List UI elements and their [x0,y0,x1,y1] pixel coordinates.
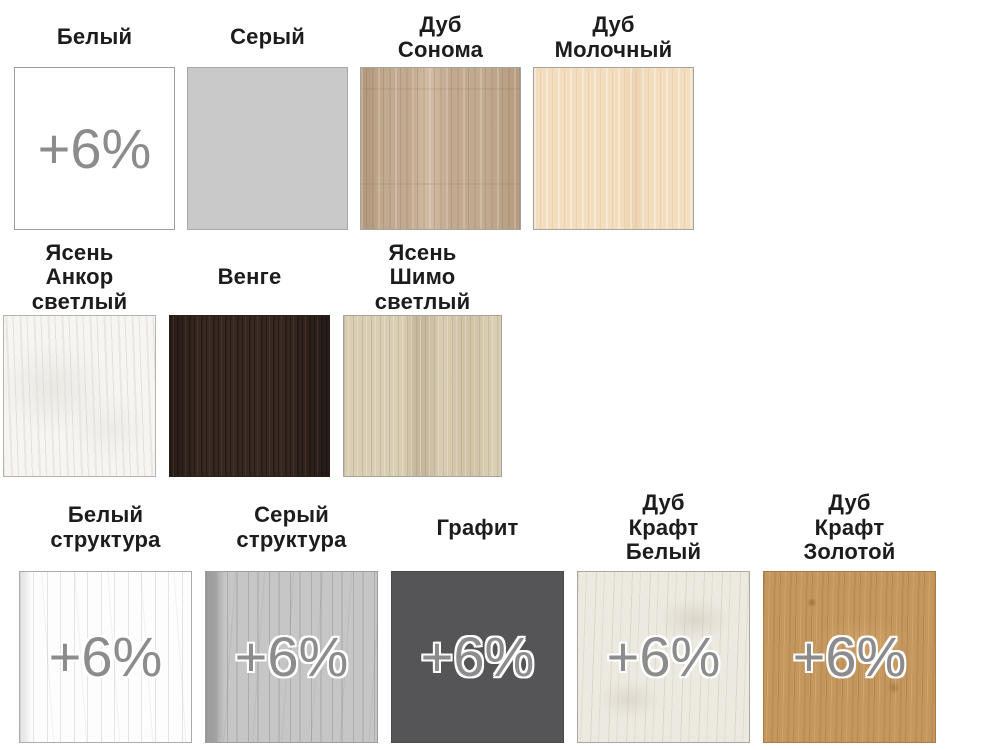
swatch-cell-gray-structure: Серый структура +6% [205,485,378,743]
swatch-label-gray-structure: Серый структура [236,502,347,552]
swatch-row-3: Белый структура +6% Серый структура +6% … [0,485,1000,743]
swatch-label-oak-kraft-gold: Дуб Крафт Золотой [803,490,896,565]
swatch-cell-ash-anchor-light: Ясень Анкор светлый [3,240,156,477]
swatch-oak-sonoma[interactable] [360,67,521,230]
swatch-label-ash-anchor-light: Ясень Анкор светлый [31,239,128,314]
swatch-cell-oak-kraft-white: Дуб Крафт Белый +6% [577,485,750,743]
surcharge-badge: +6% [234,625,349,688]
swatch-row-1: Белый +6% Серый Дуб Сонома Дуб Молочный [0,0,1000,230]
swatch-cell-wenge: Венге [169,240,330,477]
swatch-row-2: Ясень Анкор светлый Венге Ясень Шимо све… [0,240,1000,477]
swatch-label-white-structure: Белый структура [50,502,161,552]
swatch-cell-ash-shimo-light: Ясень Шимо светлый [343,240,502,477]
swatch-wenge[interactable] [169,315,330,477]
swatch-cell-gray: Серый [187,8,348,230]
swatch-label-gray: Серый [230,24,305,50]
swatch-label-wenge: Венге [217,264,282,290]
swatch-label-white: Белый [56,24,133,50]
swatch-label-graphite: Графит [436,514,519,540]
swatch-cell-white-structure: Белый структура +6% [19,485,192,743]
swatch-cell-oak-sonoma: Дуб Сонома [360,8,521,230]
swatch-ash-anchor-light[interactable] [3,315,156,477]
swatch-label-oak-milk: Дуб Молочный [554,11,673,62]
swatch-label-ash-shimo-light: Ясень Шимо светлый [374,239,471,314]
swatch-label-oak-sonoma: Дуб Сонома [397,11,484,62]
swatch-gray-structure[interactable]: +6% [205,571,378,743]
surcharge-badge: +6% [48,625,163,688]
swatch-white-structure[interactable]: +6% [19,571,192,743]
swatch-oak-kraft-white[interactable]: +6% [577,571,750,743]
swatch-white[interactable]: +6% [14,67,175,230]
surcharge-badge: +6% [420,625,535,688]
swatch-label-oak-kraft-white: Дуб Крафт Белый [625,490,702,565]
swatch-cell-white: Белый +6% [14,8,175,230]
swatch-oak-kraft-gold[interactable]: +6% [763,571,936,743]
surcharge-badge: +6% [37,116,152,180]
swatch-ash-shimo-light[interactable] [343,315,502,477]
swatch-cell-oak-kraft-gold: Дуб Крафт Золотой +6% [763,485,936,743]
swatch-gray[interactable] [187,67,348,230]
swatch-cell-graphite: Графит +6% [391,485,564,743]
surcharge-badge: +6% [792,625,907,688]
swatch-graphite[interactable]: +6% [391,571,564,743]
swatch-cell-oak-milk: Дуб Молочный [533,8,694,230]
surcharge-badge: +6% [606,625,721,688]
swatch-oak-milk[interactable] [533,67,694,230]
